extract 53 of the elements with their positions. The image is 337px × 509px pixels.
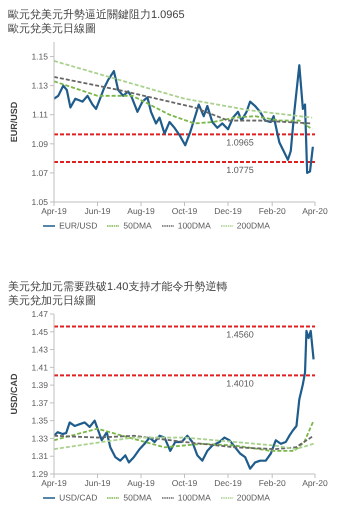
line-series [54, 64, 314, 174]
ref-line-label: 1.0775 [226, 165, 254, 175]
chart-subtitle: 歐元兌美元日線圖 [8, 22, 97, 36]
ref-line-label: 1.4560 [226, 329, 254, 340]
y-tick-label: 1.31 [31, 451, 48, 462]
x-tick-label: Oct-19 [172, 206, 198, 216]
y-tick-label: 1.05 [31, 197, 48, 208]
y-tick-label: 1.15 [31, 52, 48, 62]
x-tick-label: Apr-20 [302, 478, 328, 488]
x-tick-label: Feb-20 [258, 206, 286, 216]
x-tick-label: Feb-20 [258, 478, 286, 488]
y-tick-label: 1.33 [31, 433, 48, 444]
legend-label: 50DMA [123, 492, 152, 502]
legend-label: 100DMA [178, 492, 211, 502]
y-tick-label: 1.09 [31, 138, 48, 149]
x-tick-label: Dec-19 [214, 478, 242, 488]
y-tick-label: 1.11 [32, 110, 48, 120]
y-tick-label: 1.37 [31, 398, 48, 408]
legend-label: 50DMA [123, 220, 152, 230]
ref-line-label: 1.0965 [226, 137, 254, 148]
x-tick-label: Jun-19 [84, 206, 111, 216]
y-tick-label: 1.35 [31, 416, 48, 426]
ref-line-label: 1.4010 [226, 378, 254, 388]
y-tick-label: 1.47 [31, 309, 48, 320]
legend-label: 100DMA [178, 220, 211, 230]
chart-title: 歐元兌美元升勢逼近關鍵阻力1.0965 [8, 8, 186, 22]
y-tick-label: 1.41 [31, 362, 48, 372]
y-axis-title: EUR/USD [9, 101, 20, 142]
legend-label: 200DMA [236, 492, 270, 502]
y-tick-label: 1.45 [31, 326, 48, 337]
y-tick-label: 1.07 [31, 168, 48, 178]
x-tick-label: Apr-19 [41, 206, 68, 216]
y-axis-title: USD/CAD [9, 373, 20, 415]
chart-subtitle: 美元兌加元日線圖 [8, 294, 97, 308]
x-tick-label: Aug-19 [127, 478, 155, 488]
legend-label: USD/CAD [59, 492, 98, 502]
y-tick-label: 1.13 [31, 80, 48, 91]
line-series [54, 60, 314, 119]
x-tick-label: Apr-19 [41, 478, 68, 488]
x-tick-label: Dec-19 [214, 206, 242, 216]
chart-title: 美元兌加元需要跌破1.40支持才能令升勢逆轉 [8, 280, 228, 294]
legend-label: EUR/USD [59, 220, 98, 230]
y-tick-label: 1.43 [31, 344, 48, 355]
y-tick-label: 1.29 [31, 469, 48, 480]
x-tick-label: Apr-20 [302, 206, 328, 216]
line-series [54, 330, 315, 470]
line-series [54, 420, 314, 452]
y-tick-label: 1.39 [31, 380, 48, 390]
line-series [54, 80, 314, 130]
legend-label: 200DMA [236, 220, 270, 230]
x-tick-label: Aug-19 [127, 206, 155, 216]
x-tick-label: Oct-19 [172, 478, 198, 488]
x-tick-label: Jun-19 [84, 478, 111, 488]
